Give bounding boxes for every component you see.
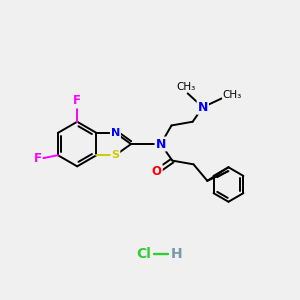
Text: N: N bbox=[156, 138, 166, 151]
Text: CH₃: CH₃ bbox=[223, 90, 242, 100]
Text: N: N bbox=[111, 128, 120, 138]
Text: S: S bbox=[111, 150, 119, 160]
Text: F: F bbox=[73, 94, 81, 107]
Text: O: O bbox=[152, 165, 162, 178]
Text: Cl: Cl bbox=[136, 247, 152, 261]
Text: N: N bbox=[198, 101, 208, 114]
Text: F: F bbox=[34, 152, 42, 165]
Text: CH₃: CH₃ bbox=[176, 82, 196, 92]
Text: H: H bbox=[171, 247, 183, 261]
